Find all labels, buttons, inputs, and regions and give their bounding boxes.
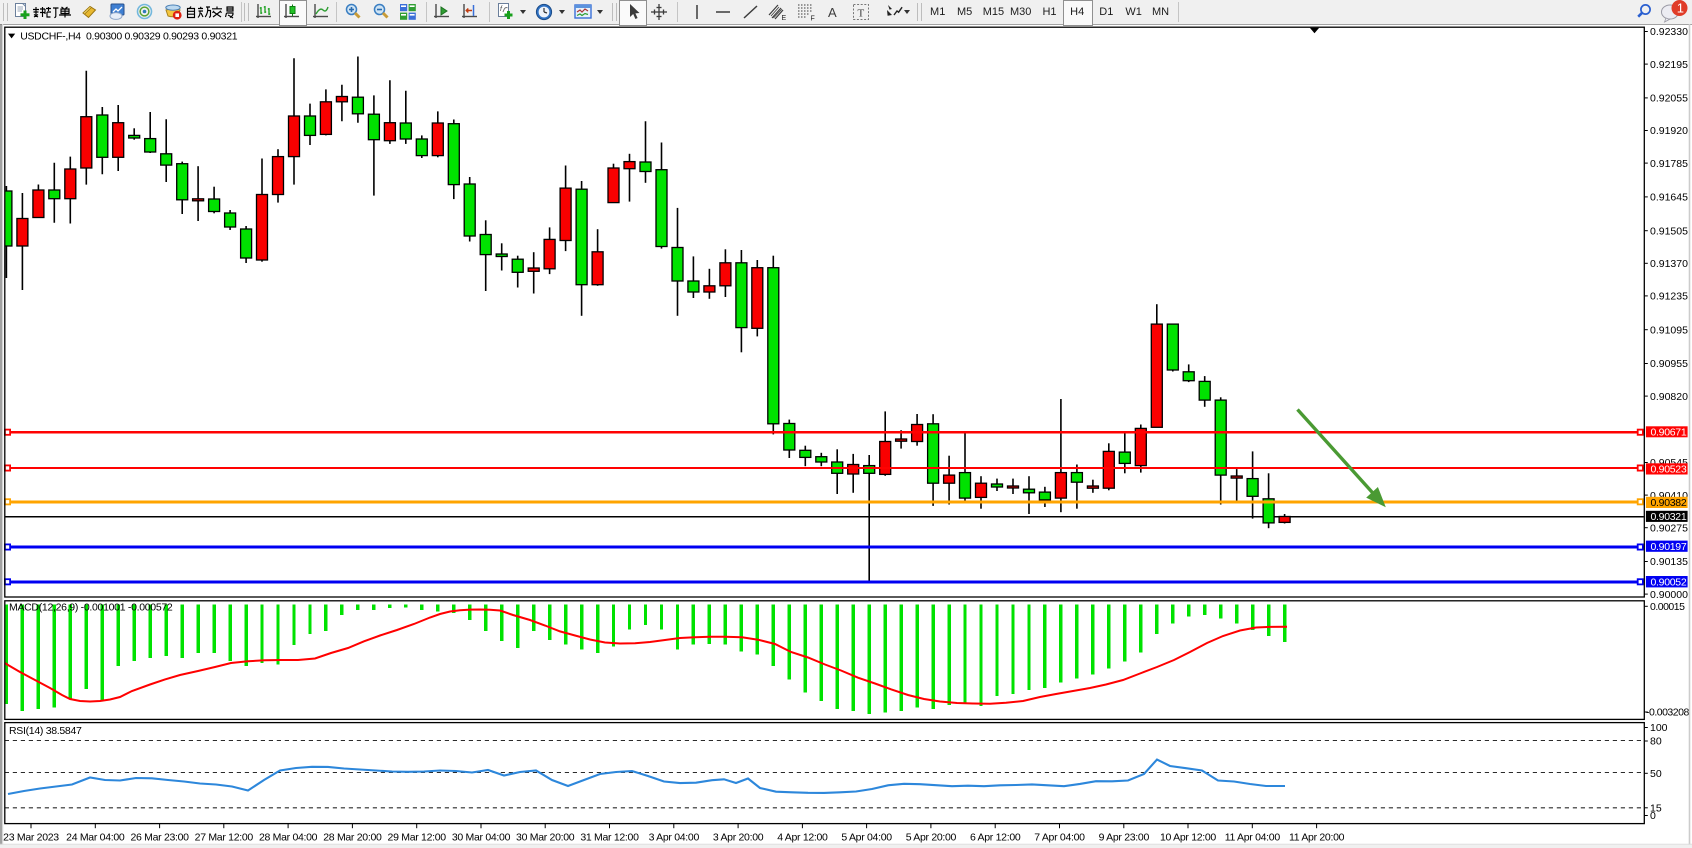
svg-text:0.91370: 0.91370 xyxy=(1650,258,1688,270)
svg-text:24 Mar 04:00: 24 Mar 04:00 xyxy=(66,832,125,844)
svg-text:T: T xyxy=(858,8,865,20)
svg-text:31 Mar 12:00: 31 Mar 12:00 xyxy=(580,832,639,844)
svg-text:0.90135: 0.90135 xyxy=(1650,556,1688,568)
svg-text:30 Mar 20:00: 30 Mar 20:00 xyxy=(516,832,575,844)
svg-text:10 Apr 12:00: 10 Apr 12:00 xyxy=(1160,832,1216,844)
svg-text:0.90275: 0.90275 xyxy=(1650,522,1688,534)
svg-text:15: 15 xyxy=(1650,803,1662,815)
svg-text:29 Mar 12:00: 29 Mar 12:00 xyxy=(388,832,447,844)
svg-text:RSI(14) 38.5847: RSI(14) 38.5847 xyxy=(9,725,82,737)
svg-text:0.90671: 0.90671 xyxy=(1651,427,1687,439)
svg-text:100: 100 xyxy=(1650,722,1668,734)
svg-text:0.91645: 0.91645 xyxy=(1650,192,1688,204)
svg-text:-0.003208: -0.003208 xyxy=(1646,707,1689,719)
svg-text:0.92195: 0.92195 xyxy=(1650,59,1688,71)
svg-text:0.91785: 0.91785 xyxy=(1650,158,1688,170)
svg-text:0.90000: 0.90000 xyxy=(1650,589,1688,601)
svg-text:0.92055: 0.92055 xyxy=(1650,93,1688,105)
svg-text:6 Apr 12:00: 6 Apr 12:00 xyxy=(970,832,1021,844)
svg-text:0.90955: 0.90955 xyxy=(1650,358,1688,370)
svg-text:0: 0 xyxy=(1650,810,1656,822)
svg-text:30 Mar 04:00: 30 Mar 04:00 xyxy=(452,832,511,844)
svg-text:3 Apr 20:00: 3 Apr 20:00 xyxy=(713,832,764,844)
svg-text:3 Apr 04:00: 3 Apr 04:00 xyxy=(649,832,700,844)
svg-text:0.90523: 0.90523 xyxy=(1651,464,1687,476)
svg-text:80: 80 xyxy=(1650,736,1662,748)
svg-text:0.91235: 0.91235 xyxy=(1650,291,1688,303)
svg-text:5 Apr 20:00: 5 Apr 20:00 xyxy=(906,832,957,844)
svg-text:7 Apr 04:00: 7 Apr 04:00 xyxy=(1034,832,1085,844)
svg-text:f: f xyxy=(500,6,503,13)
svg-text:E: E xyxy=(782,15,787,21)
svg-text:0.92330: 0.92330 xyxy=(1650,26,1688,38)
svg-text:28 Mar 04:00: 28 Mar 04:00 xyxy=(259,832,318,844)
svg-text:USDCHF-,H4 0.90300 0.90329 0.: USDCHF-,H4 0.90300 0.90329 0.90293 0.903… xyxy=(20,30,238,42)
svg-text:11 Apr 20:00: 11 Apr 20:00 xyxy=(1289,832,1345,844)
svg-text:23 Mar 2023: 23 Mar 2023 xyxy=(3,832,59,844)
svg-text:0.90321: 0.90321 xyxy=(1651,511,1687,523)
svg-text:MACD(12,26,9) -0.001001 -0.000: MACD(12,26,9) -0.001001 -0.000572 xyxy=(9,602,173,614)
svg-text:26 Mar 23:00: 26 Mar 23:00 xyxy=(130,832,189,844)
svg-text:9 Apr 23:00: 9 Apr 23:00 xyxy=(1099,832,1150,844)
svg-text:F: F xyxy=(811,16,815,22)
svg-text:1: 1 xyxy=(1677,1,1684,16)
svg-text:0.90382: 0.90382 xyxy=(1651,497,1687,509)
svg-text:50: 50 xyxy=(1650,768,1662,780)
svg-text:0.91505: 0.91505 xyxy=(1650,225,1688,237)
svg-text:0.91095: 0.91095 xyxy=(1650,324,1688,336)
svg-text:0.90052: 0.90052 xyxy=(1651,577,1687,589)
svg-text:5 Apr 04:00: 5 Apr 04:00 xyxy=(841,832,892,844)
svg-text:0.90197: 0.90197 xyxy=(1651,541,1687,553)
svg-text:27 Mar 12:00: 27 Mar 12:00 xyxy=(195,832,254,844)
svg-text:0.91920: 0.91920 xyxy=(1650,125,1688,137)
svg-text:0.90820: 0.90820 xyxy=(1650,391,1688,403)
svg-text:11 Apr 04:00: 11 Apr 04:00 xyxy=(1225,832,1281,844)
svg-text:28 Mar 20:00: 28 Mar 20:00 xyxy=(323,832,382,844)
svg-text:4 Apr 12:00: 4 Apr 12:00 xyxy=(777,832,828,844)
svg-text:0.00015: 0.00015 xyxy=(1650,601,1685,613)
